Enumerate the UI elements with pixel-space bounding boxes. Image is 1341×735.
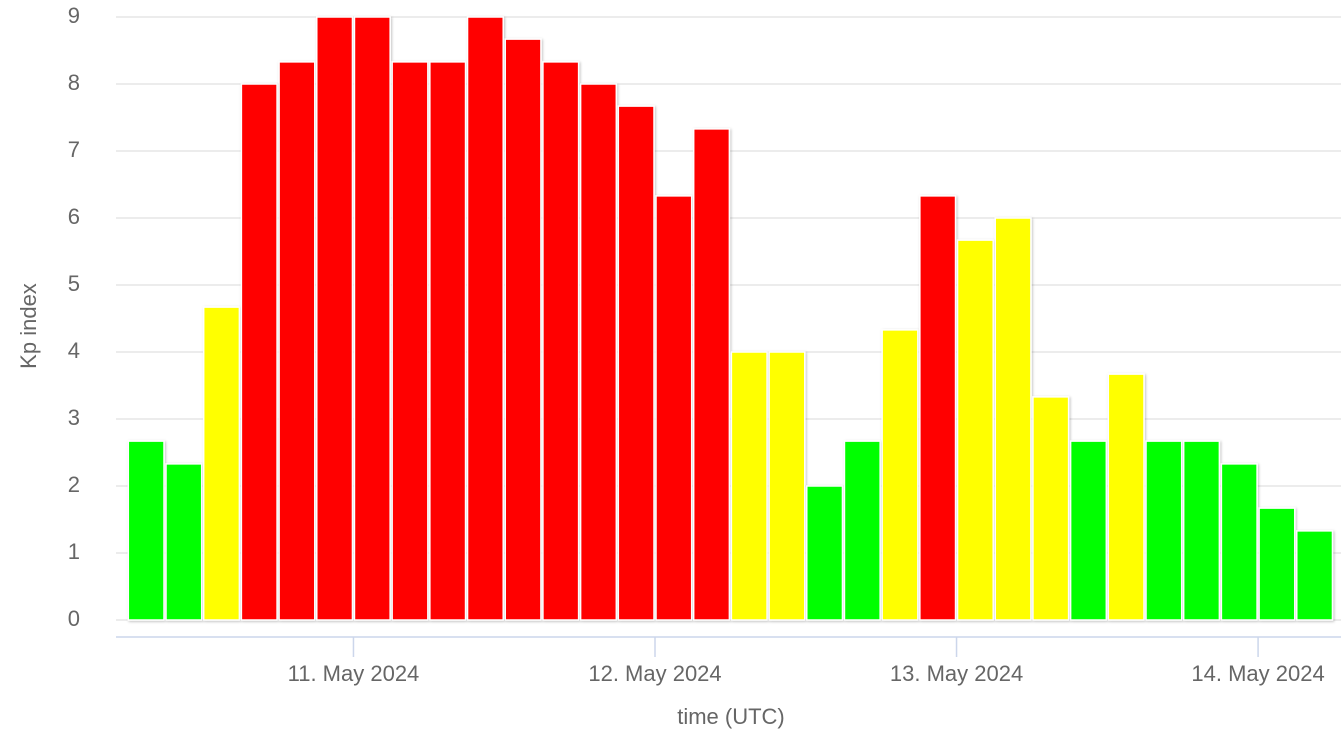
bar <box>1069 440 1108 621</box>
bar <box>806 485 844 621</box>
bar <box>692 128 731 621</box>
bar <box>1182 440 1221 621</box>
bar <box>1220 463 1258 621</box>
y-tick-label: 3 <box>68 405 80 430</box>
bar <box>956 239 994 621</box>
bar <box>278 61 316 621</box>
bar <box>316 16 354 621</box>
bar <box>617 105 655 621</box>
bar <box>768 351 806 621</box>
bar <box>919 195 957 621</box>
x-tick-label: 12. May 2024 <box>588 661 721 686</box>
bar <box>994 217 1032 621</box>
y-tick-label: 9 <box>68 3 80 28</box>
bar <box>240 83 278 621</box>
bar <box>353 16 391 621</box>
bar <box>843 440 881 621</box>
y-tick-label: 5 <box>68 271 80 296</box>
y-tick-label: 6 <box>68 204 80 229</box>
x-tick-label: 14. May 2024 <box>1191 661 1324 686</box>
y-axis-label: Kp index <box>16 283 41 369</box>
bar <box>504 38 542 621</box>
bar <box>429 61 467 621</box>
x-axis-label: time (UTC) <box>677 704 785 729</box>
bar <box>579 83 618 621</box>
y-tick-label: 7 <box>68 137 80 162</box>
bar <box>1032 396 1070 621</box>
bar <box>1296 530 1334 621</box>
bar <box>127 440 165 621</box>
bar <box>1258 507 1296 621</box>
y-tick-label: 0 <box>68 606 80 631</box>
y-tick-label: 2 <box>68 472 80 497</box>
bar <box>542 61 580 621</box>
bar <box>730 351 768 621</box>
bar <box>1107 373 1145 621</box>
bar <box>655 195 693 621</box>
bar <box>466 16 504 621</box>
bar <box>881 329 919 621</box>
bar <box>1145 440 1183 621</box>
y-tick-label: 8 <box>68 70 80 95</box>
bar <box>165 463 203 621</box>
bar <box>202 306 241 621</box>
x-tick-label: 11. May 2024 <box>288 661 420 686</box>
x-tick-label: 13. May 2024 <box>890 661 1023 686</box>
bar <box>391 61 429 621</box>
y-tick-label: 1 <box>68 539 80 564</box>
y-tick-label: 4 <box>68 338 80 363</box>
